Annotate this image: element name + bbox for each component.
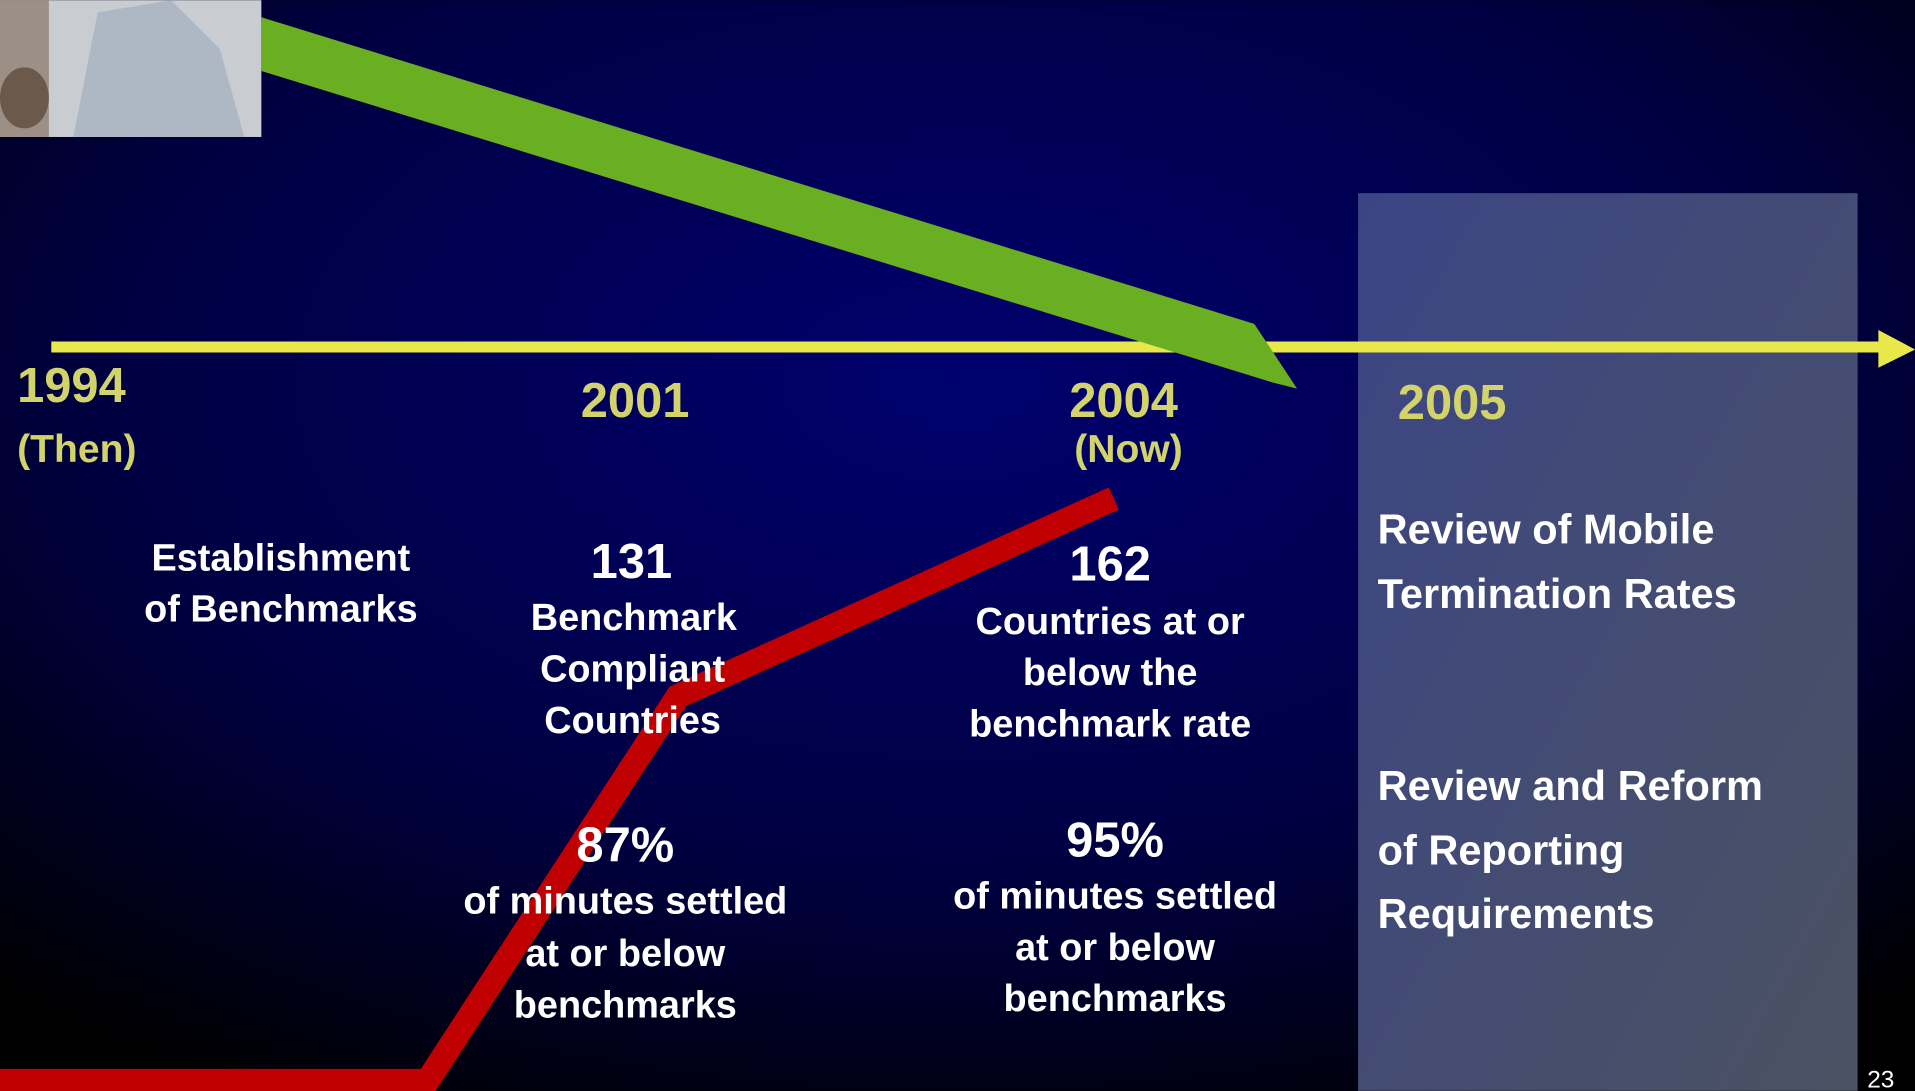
- text-line: of minutes settled: [463, 881, 787, 923]
- text-line: Benchmark: [531, 597, 738, 639]
- panel-line: Review and Reform: [1378, 762, 1763, 809]
- text-line: at or below: [1015, 927, 1215, 969]
- panel: [1358, 193, 1858, 1091]
- figure: 162: [1069, 537, 1151, 591]
- text-line: of minutes settled: [953, 876, 1277, 918]
- page: 1994 (Then) Establishment of Benchmarks …: [0, 0, 1915, 1091]
- text-line: benchmark rate: [969, 703, 1251, 745]
- year: 1994: [17, 359, 126, 413]
- year: 2004: [1069, 374, 1178, 428]
- year-note: (Then): [17, 428, 136, 471]
- page-number: 23: [1867, 1066, 1894, 1091]
- text-line: benchmarks: [514, 984, 737, 1026]
- text-line: of Benchmarks: [144, 589, 418, 631]
- figure: 95%: [1066, 813, 1164, 867]
- panel-line: Review of Mobile: [1378, 506, 1715, 553]
- text-line: Countries: [544, 700, 721, 742]
- figure: 131: [591, 535, 673, 589]
- text-line: at or below: [525, 933, 725, 975]
- panel-line: Requirements: [1378, 890, 1655, 937]
- year: 2005: [1398, 376, 1507, 430]
- text-line: Establishment: [152, 537, 411, 579]
- text-line: Countries at or: [976, 601, 1246, 643]
- text-line: benchmarks: [1004, 978, 1227, 1020]
- year-note: (Now): [1074, 428, 1183, 471]
- photo: [0, 0, 261, 137]
- text-line: below the: [1023, 652, 1198, 694]
- panel-line: of Reporting: [1378, 827, 1625, 874]
- text-line: Compliant: [540, 648, 725, 690]
- slide: 1994 (Then) Establishment of Benchmarks …: [0, 0, 1915, 1091]
- figure: 87%: [576, 818, 674, 872]
- year: 2001: [581, 374, 690, 428]
- panel-line: Termination Rates: [1378, 570, 1737, 617]
